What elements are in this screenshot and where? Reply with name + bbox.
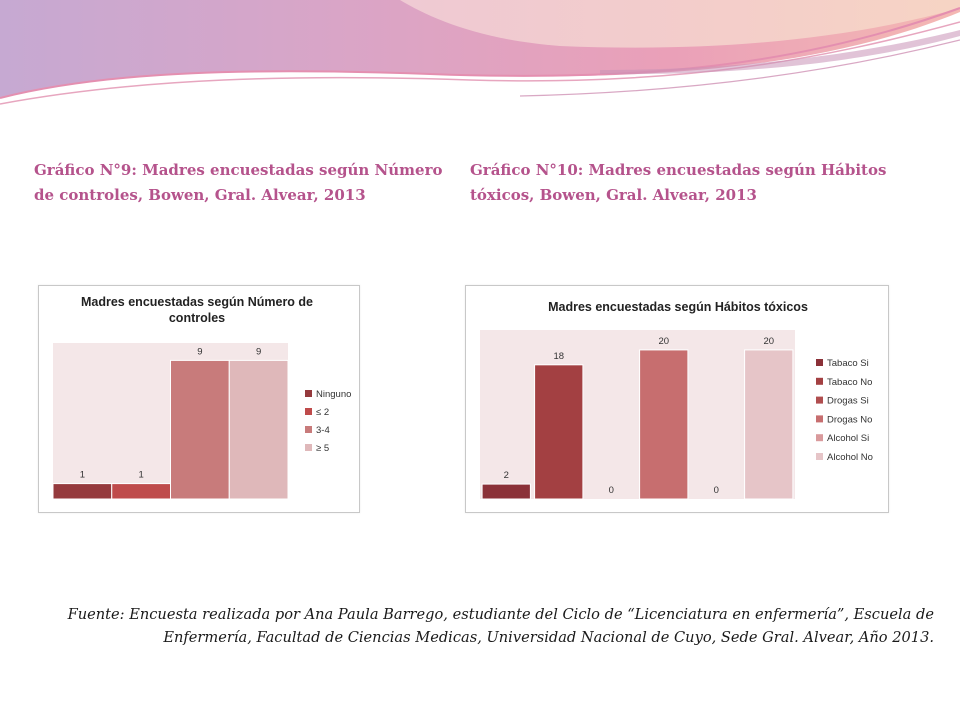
data-label: 9 [197,346,202,357]
chart-title-line: Madres encuestadas según Hábitos tóxicos [548,300,808,314]
legend-label: ≤ 2 [316,407,329,418]
bar--2 [111,483,171,500]
data-label: 18 [553,351,564,362]
legend-swatch [816,434,823,442]
data-label: 20 [658,336,669,347]
chart-title-line: Madres encuestadas según Número de [81,295,313,309]
bar-tabaco-no [534,364,584,500]
bar--5 [228,359,289,500]
legend-swatch [816,415,823,423]
data-label: 20 [763,336,774,347]
legend-swatch [305,408,312,415]
legend-label: ≥ 5 [316,443,329,454]
chart9-heading: Gráfico N°9: Madres encuestadas según Nú… [34,161,443,204]
bar-3-4 [170,359,230,500]
legend-swatch [305,390,312,397]
legend-swatch [816,359,823,366]
chart10-heading: Gráfico N°10: Madres encuestadas según H… [470,161,887,204]
decorative-banner [0,0,960,105]
chart-habits: Madres encuestadas según Hábitos tóxicos… [465,285,889,513]
data-label: 1 [138,470,143,481]
legend-label: Tabaco No [827,377,872,388]
data-label: 1 [80,470,85,481]
legend-swatch [305,444,312,451]
bar-ninguno [52,483,113,500]
chart-title-line: controles [169,311,225,325]
legend-swatch [816,453,823,460]
bar-alcohol-no [744,349,794,500]
legend-label: Drogas Si [827,396,869,407]
plot-area [480,330,795,499]
data-label: 0 [609,485,614,496]
legend-swatch [305,426,312,433]
data-label: 9 [256,346,261,357]
source-note: Fuente: Encuesta realizada por Ana Paula… [67,606,934,646]
legend-label: 3-4 [316,425,330,436]
chart-habits-svg: Madres encuestadas según Hábitos tóxicos… [480,300,873,500]
legend-label: Alcohol Si [827,433,869,444]
legend-swatch [816,396,823,404]
data-label: 2 [504,470,509,481]
bar-tabaco-si [481,483,531,500]
data-label: 0 [714,485,719,496]
legend-label: Drogas No [827,414,872,425]
legend-label: Alcohol No [827,452,873,463]
chart-controls-svg: Madres encuestadas según Número de contro… [52,295,351,500]
chart-controls: Madres encuestadas según Número de contro… [38,285,360,513]
bar-drogas-no [639,349,689,500]
legend-label: Tabaco Si [827,358,869,369]
legend-label: Ninguno [316,389,351,400]
legend-swatch [816,377,823,385]
